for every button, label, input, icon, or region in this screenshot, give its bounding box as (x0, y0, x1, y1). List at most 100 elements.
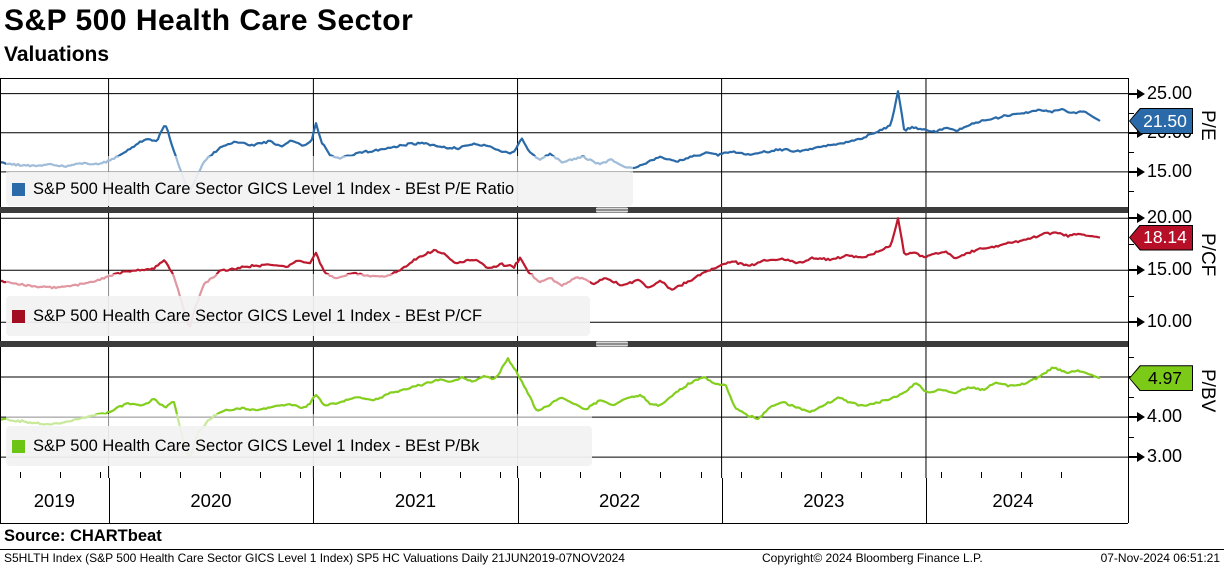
plot-top-border (0, 78, 1128, 79)
axis-tick-label: 25.00 (1147, 82, 1193, 103)
legend-box (6, 172, 633, 206)
x-axis-minor-tick (540, 472, 542, 478)
panel-separator (0, 207, 1128, 213)
axis-title-best-pe-ratio: P/E (1197, 109, 1218, 141)
axis-tick-arrow (1137, 452, 1145, 463)
legend-swatch-best-pbk (12, 439, 25, 453)
x-axis-minor-tick (860, 472, 862, 478)
x-axis-minor-tick (59, 472, 61, 478)
year-boundary-line (108, 478, 110, 523)
axis-minor-tick (1128, 357, 1134, 358)
x-axis-minor-tick (220, 472, 221, 478)
footer-security-info: S5HLTH Index (S&P 500 Health Care Sector… (4, 551, 625, 565)
axis-tick-label: 10.00 (1147, 311, 1193, 332)
year-boundary-line (925, 478, 927, 523)
legend-box (6, 426, 592, 466)
axis-tick-label: 4.00 (1147, 406, 1183, 427)
x-axis-minor-tick (940, 472, 942, 478)
x-axis-minor-tick (139, 472, 141, 478)
x-axis-minor-tick (260, 472, 261, 478)
axis-minor-tick (1128, 191, 1134, 193)
axis-tick-arrow (1137, 412, 1145, 423)
footer-divider (0, 549, 1224, 550)
axis-tick (1128, 217, 1138, 220)
x-axis-year-label: 2024 (992, 490, 1034, 511)
axis-minor-tick (1128, 437, 1134, 439)
x-axis-minor-tick (19, 472, 21, 478)
page-subtitle: Valuations (4, 43, 110, 66)
x-axis-year-label: 2023 (803, 490, 845, 511)
page-title: S&P 500 Health Care Sector (4, 4, 414, 37)
panel-separator (0, 341, 1128, 347)
last-value-badge-text: 18.14 (1130, 225, 1192, 250)
x-axis-minor-tick (340, 472, 342, 478)
axis-tick (1128, 269, 1138, 272)
panel-resize-handle[interactable] (596, 341, 628, 347)
axis-title-best-pbk: P/BV (1197, 368, 1218, 412)
right-axis-line (1128, 78, 1129, 523)
x-axis-minor-tick (180, 472, 181, 478)
legend-label-best-pe-ratio: S&P 500 Health Care Sector GICS Level 1 … (33, 179, 515, 198)
footer-timestamp: 07-Nov-2024 06:51:21 (1100, 551, 1220, 565)
legend-swatch-best-pe-ratio (12, 182, 25, 196)
x-axis-minor-tick (380, 472, 382, 478)
x-axis-minor-tick (740, 472, 742, 478)
axis-tick-label: 15.00 (1147, 259, 1193, 280)
x-axis-minor-tick (1020, 472, 1022, 478)
axis-tick (1128, 416, 1138, 419)
panel-resize-handle[interactable] (596, 207, 628, 213)
legend-swatch-best-pcf (12, 309, 25, 323)
legend-row: S&P 500 Health Care Sector GICS Level 1 … (12, 180, 514, 198)
x-axis-minor-tick (660, 472, 662, 478)
axis-tick (1128, 170, 1138, 173)
axis-tick-arrow (1137, 213, 1145, 224)
axis-minor-tick (1128, 244, 1134, 246)
axis-tick (1128, 456, 1138, 459)
axis-minor-tick (1128, 397, 1134, 399)
x-axis-minor-tick (700, 472, 702, 478)
last-value-badge-text: 4.97 (1130, 366, 1192, 391)
year-boundary-line (313, 478, 315, 523)
axis-minor-tick (1128, 296, 1134, 298)
year-boundary-line (517, 478, 519, 523)
x-axis-minor-tick (500, 472, 502, 478)
x-axis-year-label: 2020 (190, 490, 232, 511)
axis-tick-arrow (1137, 166, 1145, 177)
axis-tick-label: 20.00 (1147, 207, 1193, 228)
legend-label-best-pcf: S&P 500 Health Care Sector GICS Level 1 … (33, 306, 483, 325)
x-axis-minor-tick (620, 472, 622, 478)
axis-tick (1128, 131, 1138, 134)
axis-title-best-pcf: P/CF (1197, 233, 1218, 277)
x-axis-minor-tick (460, 472, 462, 478)
x-axis-minor-tick (900, 472, 902, 478)
left-axis-line (0, 78, 1, 523)
last-value-badge-best-pbk: 4.97 (1129, 365, 1193, 392)
axis-tick (1128, 321, 1138, 324)
legend-label-best-pbk: S&P 500 Health Care Sector GICS Level 1 … (33, 436, 480, 455)
x-axis-bottom-line (0, 523, 1128, 524)
axis-tick-arrow (1137, 265, 1145, 276)
last-value-badge-best-pe-ratio: 21.50 (1129, 108, 1193, 134)
axis-tick-label: 3.00 (1147, 446, 1183, 467)
x-axis-minor-tick (820, 472, 822, 478)
axis-tick-arrow (1137, 88, 1145, 99)
axis-minor-tick (1128, 113, 1134, 115)
year-boundary-line (721, 478, 723, 523)
source-line: Source: CHARTbeat (4, 527, 162, 545)
legend-row: S&P 500 Health Care Sector GICS Level 1 … (12, 437, 479, 455)
x-axis-year-label: 2019 (33, 490, 75, 511)
last-value-badge-text: 21.50 (1130, 109, 1192, 133)
footer-copyright: Copyright© 2024 Bloomberg Finance L.P. (762, 551, 983, 565)
x-axis-minor-tick (780, 472, 782, 478)
x-axis-minor-tick (580, 472, 582, 478)
x-axis-minor-tick (99, 472, 101, 478)
last-value-badge-best-pcf: 18.14 (1129, 224, 1193, 251)
axis-minor-tick (1128, 152, 1134, 154)
legend-box (6, 296, 590, 336)
axis-tick-arrow (1137, 317, 1145, 328)
x-axis-minor-tick (980, 472, 982, 478)
x-axis-minor-tick (420, 472, 422, 478)
x-axis-minor-tick (300, 472, 302, 478)
x-axis-minor-tick (1060, 472, 1062, 478)
